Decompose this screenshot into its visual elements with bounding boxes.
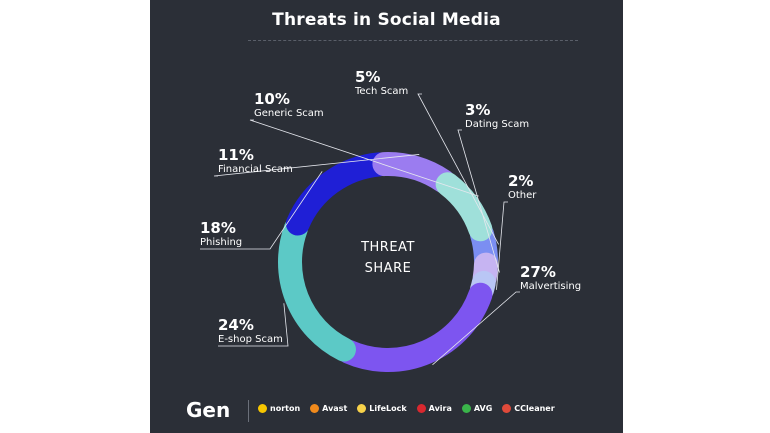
partner-name: Avira (428, 404, 452, 413)
partner-logo-ccleaner: CCleaner (502, 404, 555, 413)
partner-logo-avast: Avast (310, 404, 347, 413)
slice-percent-other: 2% (508, 172, 533, 190)
footer-divider (248, 400, 249, 422)
chart-title: Threats in Social Media (272, 10, 501, 30)
slice-label-phishing: Phishing (200, 237, 242, 248)
avast-logo-icon (310, 404, 320, 413)
slice-percent-e-shop-scam: 24% (218, 316, 254, 334)
partner-logos: norton Avast LifeLock Avira AVG CCleaner (258, 404, 555, 413)
slice-percent-generic-scam: 10% (254, 90, 290, 108)
slice-percent-phishing: 18% (200, 219, 236, 237)
slice-label-other: Other (508, 190, 537, 201)
leader-line-e-shop-scam (218, 303, 289, 347)
donut-segment-financial-scam (372, 152, 456, 194)
leader-line-generic-scam (249, 119, 479, 197)
slice-label-e-shop-scam: E-shop Scam (218, 334, 283, 345)
partner-logo-avira: Avira (416, 404, 452, 413)
donut-segments (278, 152, 498, 372)
slice-percent-tech-scam: 5% (355, 68, 380, 86)
center-text-line-2: SHARE (365, 261, 412, 276)
partner-logo-norton: norton (258, 404, 300, 413)
leader-line-dating-scam (457, 129, 500, 273)
donut-segment-e-shop-scam (278, 216, 356, 362)
slice-percent-malvertising: 27% (520, 263, 556, 281)
infographic-panel: Threats in Social Media 5% Tech Scam 3% Dat… (150, 0, 623, 433)
ccleaner-logo-icon (502, 404, 512, 413)
slice-percent-dating-scam: 3% (465, 101, 490, 119)
donut-segment-malvertising (336, 282, 493, 372)
leader-line-malvertising (432, 291, 520, 366)
partner-logo-lifelock: LifeLock (357, 404, 407, 413)
leader-line-financial-scam (213, 154, 420, 177)
partner-name: CCleaner (514, 404, 555, 413)
donut-segment-phishing (285, 152, 392, 236)
slice-label-malvertising: Malvertising (520, 281, 581, 292)
partner-name: LifeLock (369, 404, 407, 413)
avira-logo-icon (416, 404, 426, 413)
center-text-line-1: THREAT (360, 240, 415, 255)
leader-lines (200, 93, 520, 366)
avg-logo-icon (461, 404, 471, 413)
partner-logo-avg: AVG (461, 404, 493, 413)
leader-line-other (496, 201, 508, 290)
donut-chart: 5%Tech Scam 3%Dating Scam 2%Other 27%Malver… (200, 68, 581, 372)
partner-name: AVG (473, 404, 493, 413)
partner-name: Avast (322, 404, 348, 413)
slice-label-financial-scam: Financial Scam (218, 164, 293, 175)
title-divider (248, 40, 578, 41)
brand-logo: Gen (186, 398, 231, 422)
norton-logo-icon (258, 404, 267, 413)
slice-label-tech-scam: Tech Scam (354, 86, 408, 97)
partner-name: norton (270, 404, 301, 413)
slice-label-dating-scam: Dating Scam (465, 119, 529, 130)
leader-line-phishing (200, 171, 323, 250)
slice-labels: 5%Tech Scam 3%Dating Scam 2%Other 27%Malver… (200, 68, 581, 345)
lifelock-logo-icon (357, 404, 367, 413)
slice-label-generic-scam: Generic Scam (254, 108, 324, 119)
leader-line-tech-scam (417, 93, 499, 245)
slice-percent-financial-scam: 11% (218, 146, 254, 164)
